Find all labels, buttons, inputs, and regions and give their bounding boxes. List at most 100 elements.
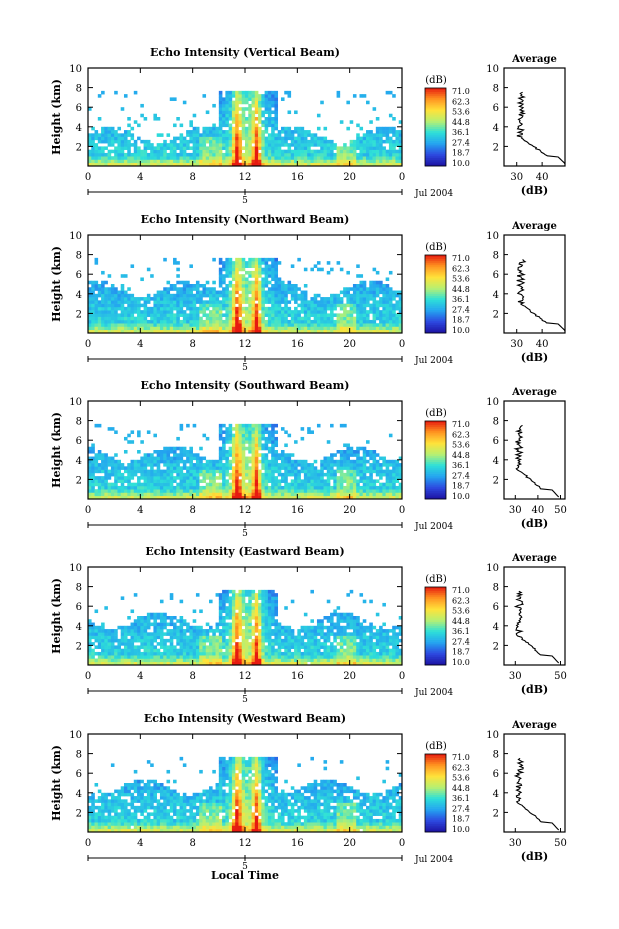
- heatmap-cell: [287, 300, 292, 304]
- heatmap-cell: [91, 485, 95, 490]
- heatmap-cell: [284, 310, 288, 314]
- heatmap-cell: [159, 159, 164, 164]
- heatmap-cell: [192, 136, 197, 141]
- heatmap-cell: [339, 159, 344, 164]
- heatmap-cell: [264, 329, 269, 334]
- heatmap-cell: [114, 485, 118, 490]
- heatmap-cell: [261, 479, 265, 483]
- heatmap-cell: [101, 319, 105, 324]
- heatmap-cell: [271, 430, 275, 434]
- heatmap-cell: [101, 459, 105, 464]
- heatmap-cell: [294, 476, 298, 480]
- heatmap-cell: [251, 146, 256, 150]
- heatmap-cell: [228, 648, 233, 653]
- heatmap-cell: [179, 146, 184, 150]
- heatmap-cell: [343, 459, 347, 464]
- heatmap-cell: [284, 290, 288, 295]
- heatmap-cell: [280, 159, 285, 164]
- heatmap-cell: [231, 443, 236, 448]
- heatmap-cell: [133, 306, 138, 311]
- heatmap-cell: [133, 329, 138, 334]
- y-tick-label: 2: [76, 309, 82, 320]
- heatmap-cell: [123, 645, 128, 649]
- colorbar-tick-label: 27.4: [452, 471, 470, 480]
- heatmap-cell: [143, 117, 148, 121]
- heatmap-cell: [336, 485, 341, 490]
- heatmap-cell: [228, 427, 233, 431]
- heatmap-cell: [231, 313, 236, 317]
- heatmap-cell: [336, 466, 341, 470]
- heatmap-cell: [202, 485, 207, 490]
- heatmap-cell: [153, 156, 157, 160]
- heatmap-cell: [352, 297, 357, 301]
- heatmap-cell: [176, 625, 180, 630]
- heatmap-cell: [248, 139, 252, 144]
- heatmap-cell: [254, 152, 259, 157]
- heatmap-cell: [235, 495, 239, 500]
- heatmap-cell: [222, 146, 226, 150]
- heatmap-cell: [97, 329, 102, 334]
- heatmap-cell: [231, 117, 236, 121]
- heatmap-cell: [169, 284, 174, 288]
- heatmap-cell: [222, 323, 226, 327]
- heatmap-cell: [192, 316, 197, 321]
- heatmap-cell: [241, 485, 246, 490]
- heatmap-cell: [382, 485, 386, 490]
- heatmap-cell: [258, 113, 262, 118]
- colorbar-band: [425, 456, 446, 459]
- heatmap-cell: [205, 661, 210, 666]
- heatmap-cell: [385, 329, 390, 334]
- heatmap-cell: [388, 469, 393, 474]
- heatmap-cell: [222, 261, 226, 265]
- heatmap-cell: [241, 126, 246, 131]
- heatmap-cell: [176, 152, 180, 157]
- heatmap-cell: [359, 495, 364, 500]
- heatmap-cell: [356, 326, 360, 331]
- heatmap-cell: [310, 329, 314, 334]
- heatmap-cell: [150, 616, 154, 620]
- heatmap-cell: [280, 329, 285, 334]
- heatmap-cell: [173, 450, 177, 454]
- heatmap-cell: [163, 476, 167, 480]
- heatmap-cell: [209, 293, 213, 298]
- x-tick-label: 0: [85, 339, 91, 350]
- heatmap-cell: [169, 476, 174, 480]
- heatmap-cell: [104, 323, 108, 327]
- heatmap-cell: [245, 485, 249, 490]
- heatmap-cell: [169, 456, 174, 461]
- heatmap-cell: [375, 469, 380, 474]
- heatmap-cell: [163, 313, 167, 317]
- heatmap-cell: [163, 495, 167, 500]
- colorbar-tick-label: 10.0: [452, 159, 470, 168]
- heatmap-cell: [251, 264, 256, 268]
- heatmap-cell: [186, 456, 190, 461]
- heatmap-cell: [267, 485, 272, 490]
- heatmap-cell: [91, 479, 95, 483]
- heatmap-cell: [323, 139, 328, 144]
- heatmap-cell: [222, 274, 226, 278]
- heatmap-cell: [97, 456, 102, 461]
- heatmap-cell: [267, 287, 272, 291]
- heatmap-cell: [176, 466, 180, 470]
- heatmap-cell: [300, 482, 305, 487]
- heatmap-cell: [189, 123, 193, 128]
- heatmap-cell: [352, 466, 357, 470]
- heatmap-cell: [189, 446, 193, 451]
- heatmap-cell: [110, 326, 115, 331]
- heatmap-cell: [150, 645, 154, 649]
- heatmap-cell: [218, 103, 223, 108]
- heatmap-cell: [169, 642, 174, 646]
- colorbar-band: [425, 125, 446, 128]
- heatmap-cell: [91, 459, 95, 464]
- heatmap-cell: [343, 495, 347, 500]
- heatmap-cell: [235, 456, 239, 461]
- heatmap-cell: [209, 661, 213, 666]
- heatmap-cell: [274, 482, 279, 487]
- heatmap-cell: [137, 482, 141, 487]
- heatmap-cell: [287, 146, 292, 150]
- heatmap-cell: [326, 492, 331, 497]
- heatmap-cell: [182, 323, 187, 327]
- heatmap-cell: [280, 139, 285, 144]
- heatmap-cell: [150, 651, 154, 656]
- heatmap-cell: [382, 306, 386, 311]
